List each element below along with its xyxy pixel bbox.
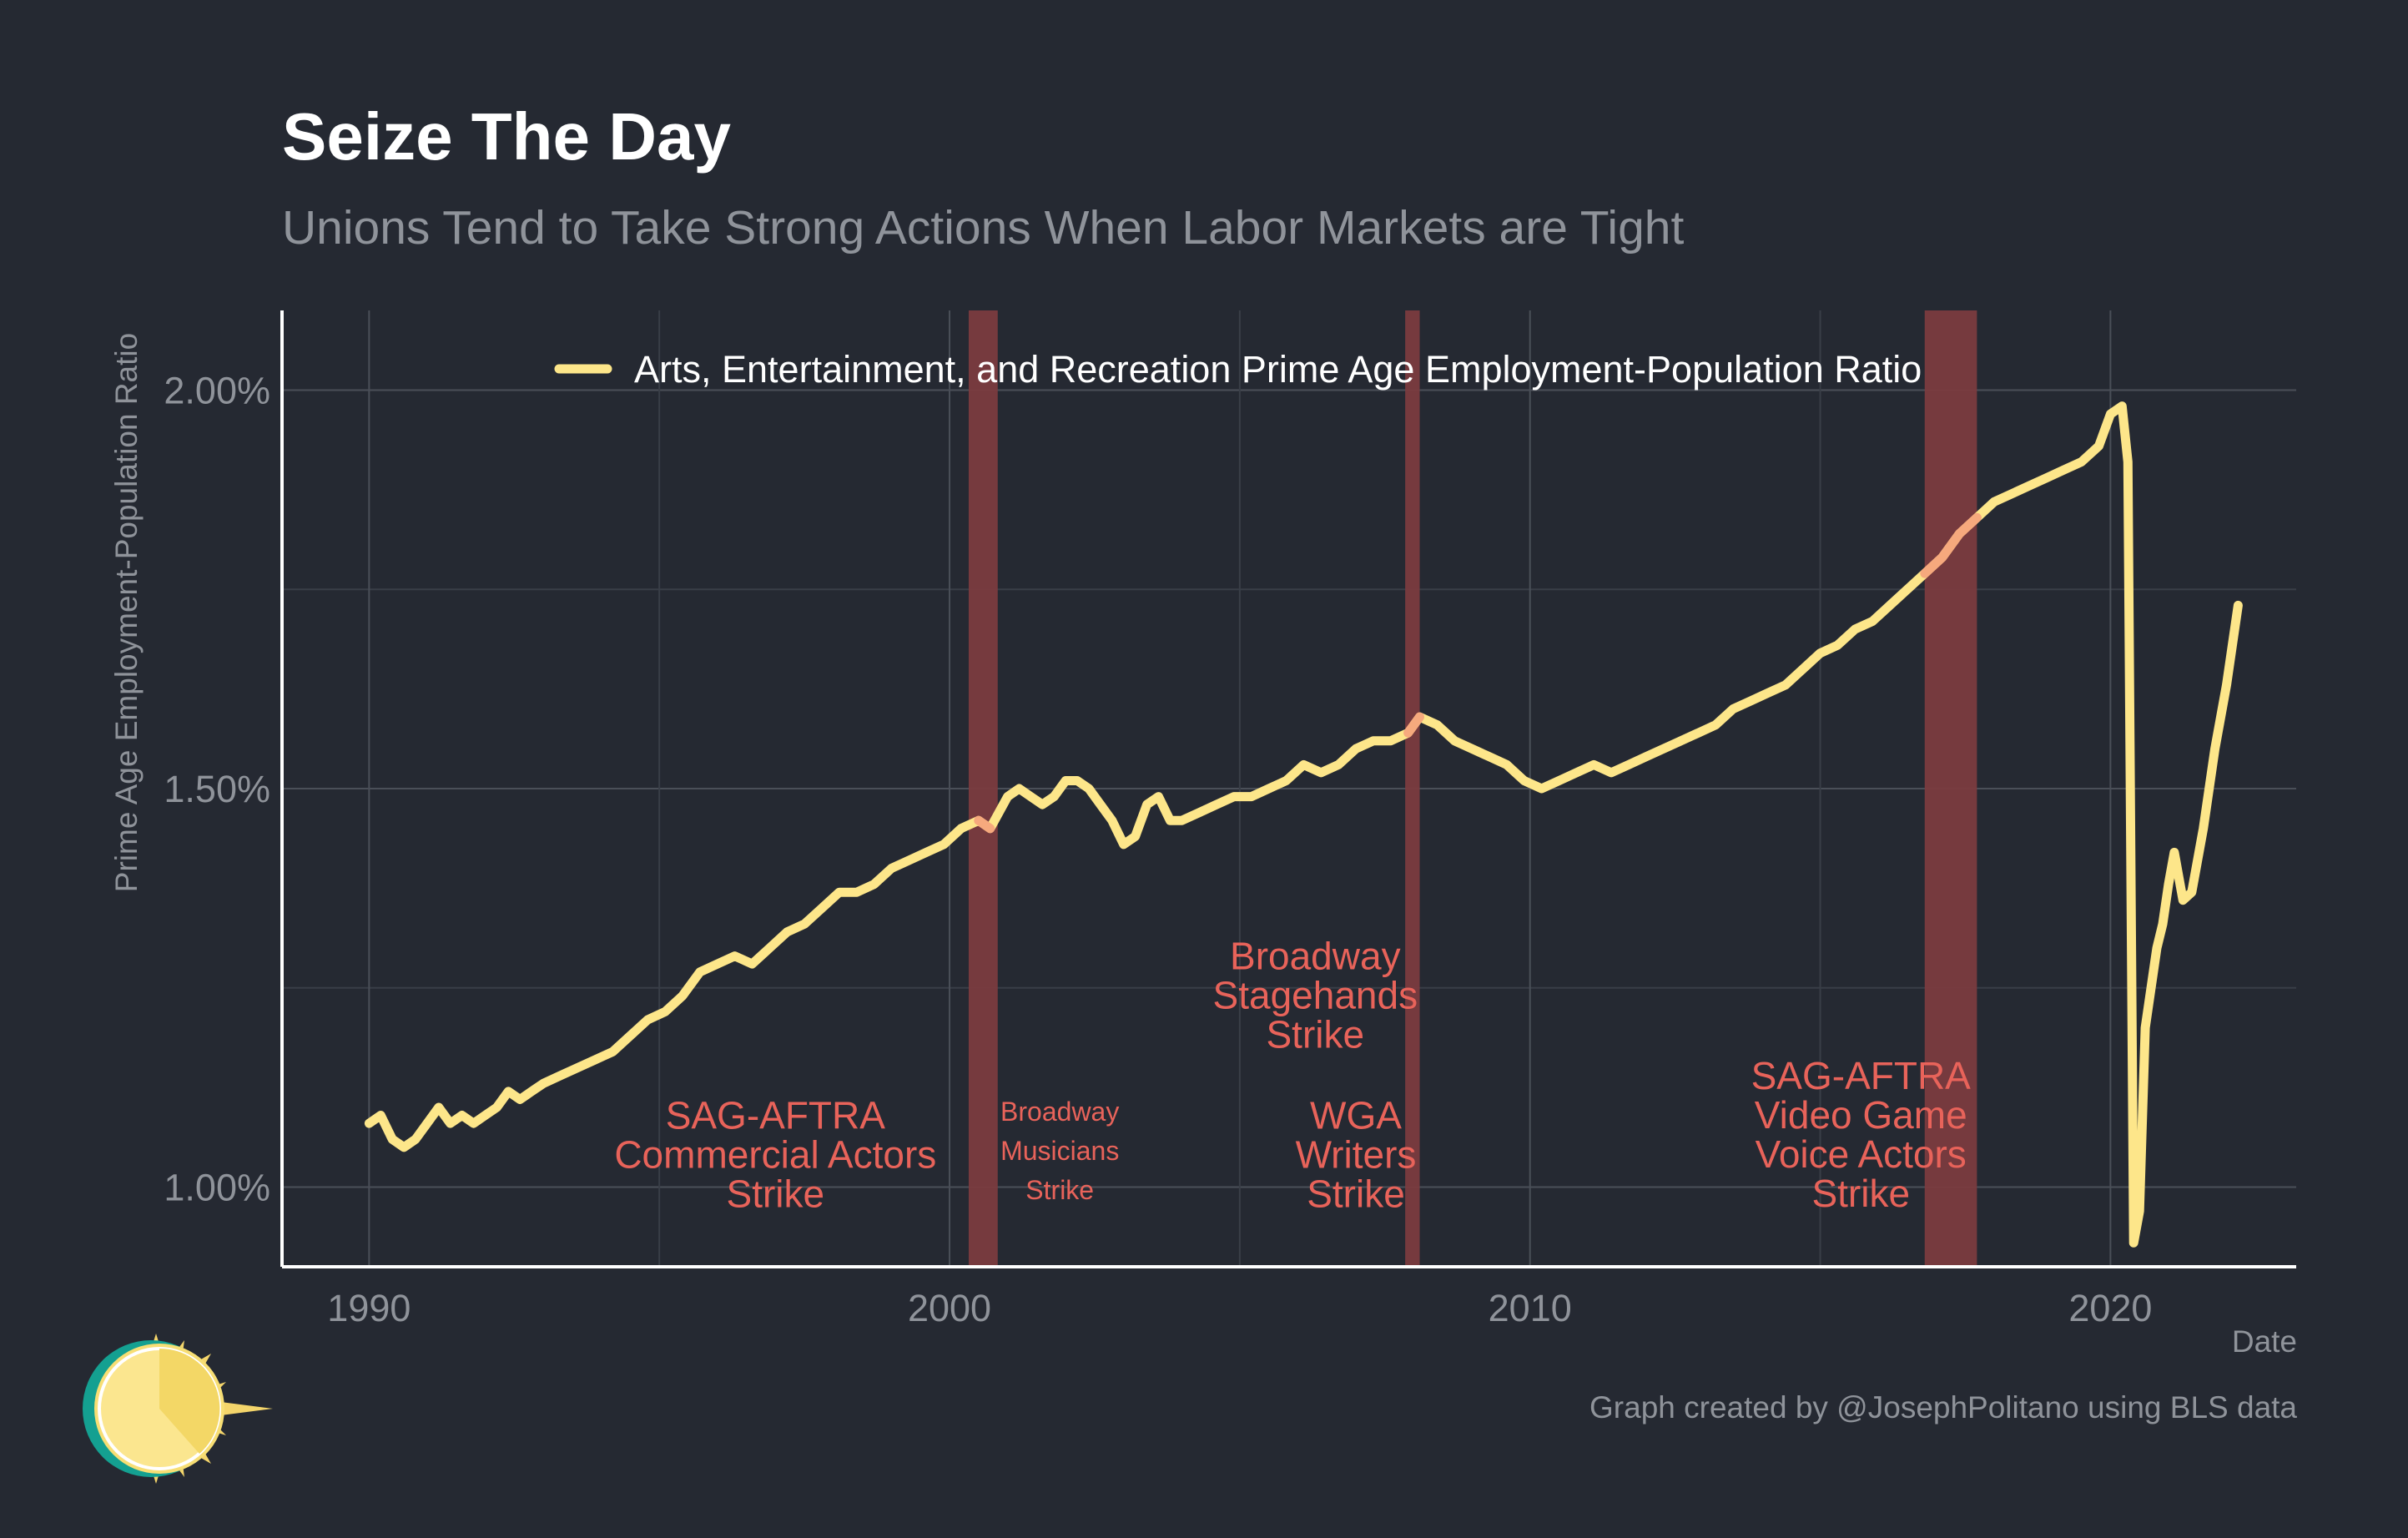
annotation-line: Writers [1296, 1133, 1417, 1177]
annotation-line: Musicians [1000, 1136, 1119, 1166]
x-tick-label: 2020 [2068, 1287, 2152, 1329]
series-highlight [1920, 512, 1982, 578]
annotation-line: Strike [1811, 1172, 1910, 1215]
chart-subtitle: Unions Tend to Take Strong Actions When … [282, 201, 1685, 255]
strike-annotation: Broadway Musicians Strike [1000, 1097, 1119, 1205]
series-highlight [974, 815, 995, 834]
x-tick-label: 2010 [1489, 1287, 1572, 1329]
series-highlight [1403, 712, 1424, 738]
y-axis-ticks: 1.00% 1.50% 2.00% [164, 370, 270, 1209]
series-group [364, 401, 2243, 1248]
annotation-line: Strike [1025, 1175, 1094, 1205]
x-tick-label: 1990 [327, 1287, 411, 1329]
y-tick-label: 1.50% [164, 768, 270, 810]
annotation-line: SAG-AFTRA [666, 1094, 886, 1137]
strike-bands [968, 310, 1977, 1267]
annotation-line: Broadway [1000, 1097, 1119, 1127]
y-tick-label: 2.00% [164, 370, 270, 412]
axes [280, 310, 2296, 1268]
strike-band [968, 310, 998, 1267]
annotation-line: WGA [1310, 1094, 1402, 1137]
annotation-line: Stagehands [1213, 974, 1418, 1017]
annotation-line: SAG-AFTRA [1751, 1054, 1972, 1097]
annotation-line: Voice Actors [1756, 1132, 1967, 1176]
strike-band [1405, 310, 1420, 1267]
y-tick-label: 1.00% [164, 1167, 270, 1209]
gridlines [282, 310, 2296, 1267]
annotation-line: Strike [727, 1172, 825, 1216]
source-caption: Graph created by @JosephPolitano using B… [1589, 1390, 2297, 1425]
legend-label: Arts, Entertainment, and Recreation Prim… [634, 348, 1922, 391]
annotation-line: Broadway [1230, 935, 1401, 978]
annotation-line: Video Game [1755, 1093, 1967, 1137]
strike-band [1924, 310, 1977, 1267]
sun-logo-icon [83, 1334, 273, 1484]
series-line [364, 401, 2243, 1248]
y-axis-label: Prime Age Employment-Population Ratio [109, 332, 144, 893]
x-axis-ticks: 1990 2000 2010 2020 [327, 1287, 2152, 1329]
x-axis-label: Date [2231, 1324, 2297, 1359]
chart-title: Seize The Day [282, 99, 732, 174]
legend: Arts, Entertainment, and Recreation Prim… [554, 348, 1922, 391]
x-tick-label: 2000 [908, 1287, 991, 1329]
annotation-line: Strike [1267, 1013, 1365, 1056]
annotation-line: Strike [1307, 1172, 1405, 1216]
annotation-line: Commercial Actors [614, 1133, 936, 1177]
